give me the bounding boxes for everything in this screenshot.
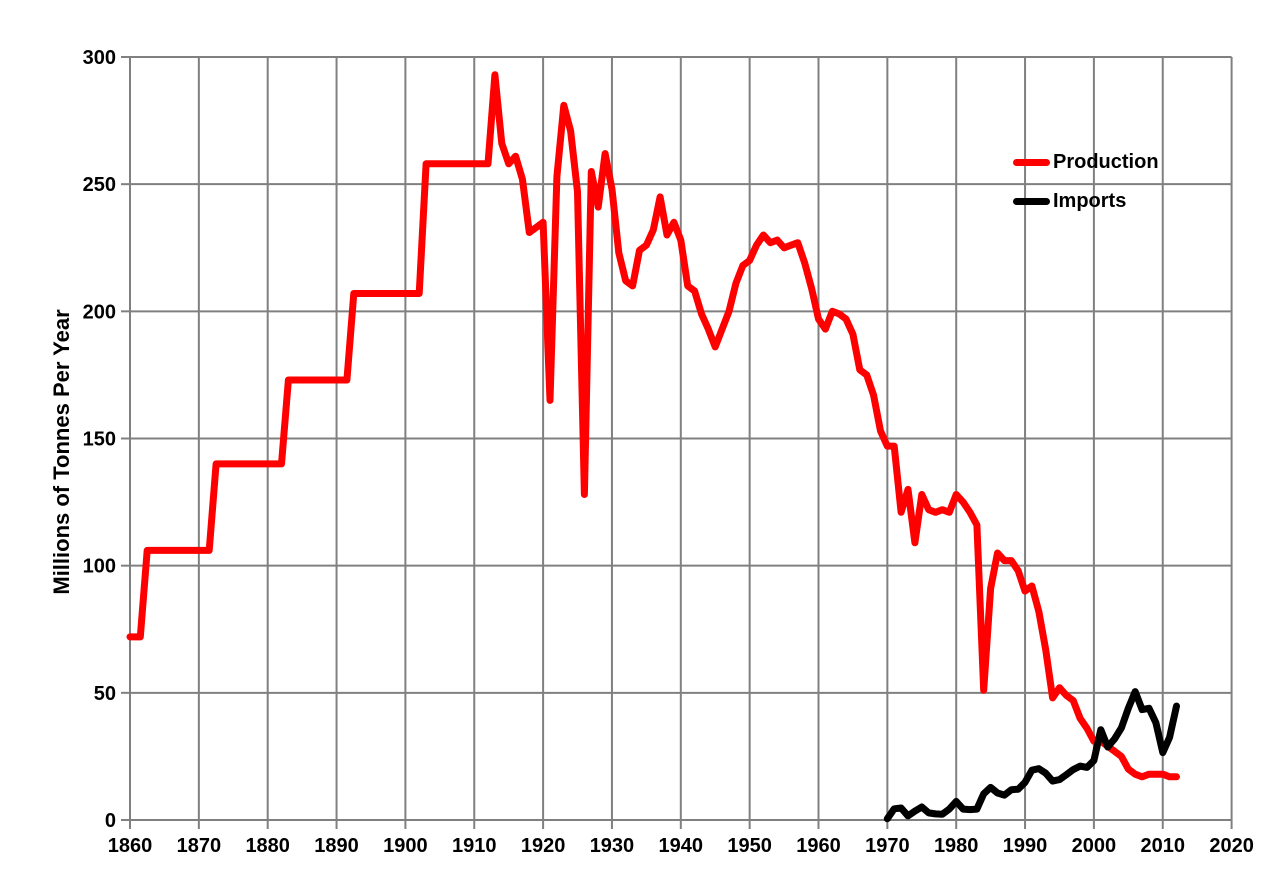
y-tick-label: 300 bbox=[83, 47, 116, 69]
imports-line bbox=[883, 688, 1180, 823]
x-tick-label: 1900 bbox=[383, 835, 428, 857]
x-tick-label: 1950 bbox=[727, 835, 772, 857]
y-tick-label: 150 bbox=[83, 429, 116, 451]
x-tick-label: 1940 bbox=[659, 835, 704, 857]
y-tick-label: 200 bbox=[83, 301, 116, 323]
x-tick-label: 1990 bbox=[1003, 835, 1048, 857]
x-tick-label: 2010 bbox=[1141, 835, 1186, 857]
x-tick-label: 1890 bbox=[314, 835, 359, 857]
imports-line-swatch bbox=[1013, 197, 1050, 205]
x-tick-label: 1910 bbox=[452, 835, 497, 857]
y-tick-label: 50 bbox=[94, 683, 116, 705]
x-tick-label: 1870 bbox=[177, 835, 222, 857]
legend-item-imports: Imports bbox=[1013, 189, 1159, 213]
production-line bbox=[126, 71, 1180, 781]
x-tick-label: 1970 bbox=[865, 835, 910, 857]
production-line-swatch bbox=[1013, 158, 1050, 166]
x-tick-label: 1880 bbox=[245, 835, 290, 857]
x-tick-label: 2020 bbox=[1209, 835, 1254, 857]
y-axis-title: Millions of Tonnes Per Year bbox=[49, 309, 74, 595]
y-tick-label: 250 bbox=[83, 174, 116, 196]
x-tick-label: 1860 bbox=[108, 835, 153, 857]
legend-item-production: Production bbox=[1013, 150, 1159, 174]
x-tick-label: 2000 bbox=[1072, 835, 1117, 857]
x-tick-label: 1980 bbox=[934, 835, 979, 857]
legend: Production Imports bbox=[1013, 150, 1159, 228]
x-tick-label: 1930 bbox=[590, 835, 635, 857]
legend-label-imports: Imports bbox=[1053, 189, 1127, 212]
x-tick-label: 1920 bbox=[521, 835, 566, 857]
x-tick-label: 1960 bbox=[796, 835, 841, 857]
y-tick-label: 100 bbox=[83, 556, 116, 578]
y-tick-label: 0 bbox=[105, 810, 116, 832]
legend-label-production: Production bbox=[1053, 150, 1159, 173]
